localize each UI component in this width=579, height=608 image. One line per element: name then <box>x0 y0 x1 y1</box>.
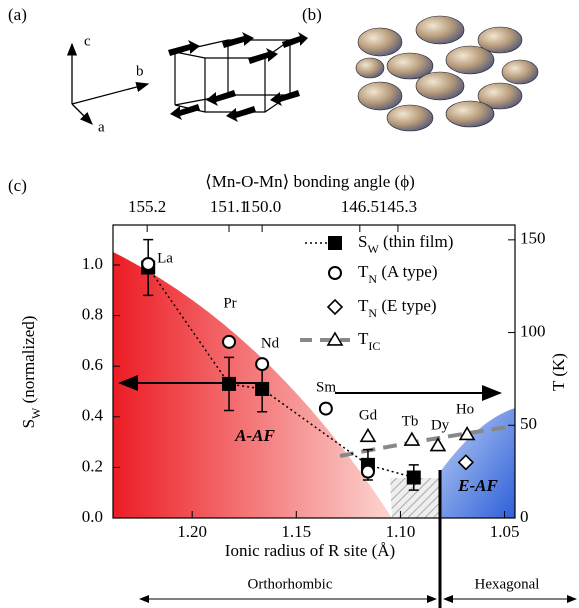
element-label: Ho <box>456 401 474 417</box>
circle-marker <box>255 357 270 372</box>
x2-tick-label: 145.3 <box>379 197 417 216</box>
legend-label: TN (A type) <box>358 262 438 286</box>
label-part: N <box>368 272 377 286</box>
label-part: T <box>358 329 369 348</box>
top-axis-title: ⟨Mn-O-Mn⟩ bonding angle (ϕ) <box>205 172 415 191</box>
y-tick-label: 0.6 <box>82 355 103 374</box>
legend-marker <box>326 331 344 346</box>
y2-tick-label: 50 <box>520 414 537 433</box>
orbital-lattice <box>355 15 539 132</box>
x-tick-label: 1.10 <box>386 522 416 541</box>
label-part: W <box>367 242 379 256</box>
circle-marker <box>222 334 237 349</box>
element-label: La <box>157 250 173 266</box>
square-marker <box>406 470 421 485</box>
structure-label: Hexagonal <box>475 576 540 592</box>
element-label: Sm <box>316 379 336 395</box>
y2-tick-label: 100 <box>520 321 546 340</box>
triangle-marker <box>403 431 421 446</box>
label-part: (thin film) <box>379 232 454 251</box>
y-axis-label: SW (normalized) <box>19 316 43 429</box>
label-part: (A type) <box>377 262 437 281</box>
panel-label: (a) <box>8 5 27 24</box>
x-axis-label: Ionic radius of R site (Å) <box>225 541 395 560</box>
y-tick-label: 1.0 <box>82 254 103 273</box>
y-tick-label: 0.8 <box>82 304 103 323</box>
legend-marker <box>328 236 342 250</box>
y2-axis-label: T (K) <box>549 353 568 391</box>
label-part: N <box>368 306 377 320</box>
spin-lattice <box>168 32 308 122</box>
legend-label: TIC <box>358 329 380 353</box>
element-label: Gd <box>359 407 378 423</box>
phase-label: E-AF <box>457 476 498 495</box>
triangle-marker <box>429 437 447 452</box>
element-label: Nd <box>261 335 280 351</box>
phase-label: A-AF <box>234 426 275 445</box>
y-tick-label: 0.0 <box>82 507 103 526</box>
panel-label: (c) <box>8 176 27 195</box>
y-tick-label: 0.4 <box>82 406 104 425</box>
element-label: Pr <box>223 295 236 311</box>
label-part: IC <box>368 339 380 353</box>
label-part: S <box>19 419 38 428</box>
structure-label: Orthorhombic <box>248 576 333 592</box>
legend-label: SW (thin film) <box>358 232 453 256</box>
x-tick-label: 1.20 <box>177 522 207 541</box>
hatched-region <box>390 478 440 518</box>
x2-tick-label: 151.1 <box>210 197 248 216</box>
square-marker <box>255 381 270 396</box>
tic-curve <box>339 424 516 458</box>
triangle-marker <box>458 425 476 441</box>
circle-marker <box>141 256 156 271</box>
y2-tick-label: 150 <box>520 229 546 248</box>
e-af-region <box>440 408 515 518</box>
y-tick-label: 0.2 <box>82 456 103 475</box>
circle-marker <box>318 401 333 416</box>
axis-letter: a <box>98 119 105 135</box>
label-part: W <box>29 407 43 419</box>
x2-tick-label: 155.2 <box>128 197 166 216</box>
axis-letter: b <box>136 63 144 79</box>
element-label: Tb <box>402 413 419 429</box>
label-part: T <box>358 262 369 281</box>
legend-label: TN (E type) <box>358 296 437 320</box>
square-marker <box>222 376 237 391</box>
x-tick-label: 1.05 <box>490 522 520 541</box>
label-part: T <box>358 296 369 315</box>
legend-marker <box>328 266 342 280</box>
x2-tick-label: 146.5 <box>341 197 379 216</box>
y2-tick-label: 0 <box>520 507 529 526</box>
label-part: S <box>358 232 367 251</box>
crystal-axes <box>66 42 150 125</box>
axis-letter: c <box>84 33 91 49</box>
label-part: (normalized) <box>19 316 38 408</box>
element-label: Dy <box>431 417 450 433</box>
x-tick-label: 1.15 <box>281 522 311 541</box>
a-af-region <box>113 252 392 518</box>
legend-marker <box>326 298 344 316</box>
diamond-marker <box>457 454 474 471</box>
x2-tick-label: 150.0 <box>243 197 281 216</box>
circle-marker <box>360 464 375 479</box>
label-part: (E type) <box>377 296 436 315</box>
triangle-marker <box>359 427 377 443</box>
plot-frame <box>112 224 516 519</box>
panel-label: (b) <box>302 5 322 24</box>
